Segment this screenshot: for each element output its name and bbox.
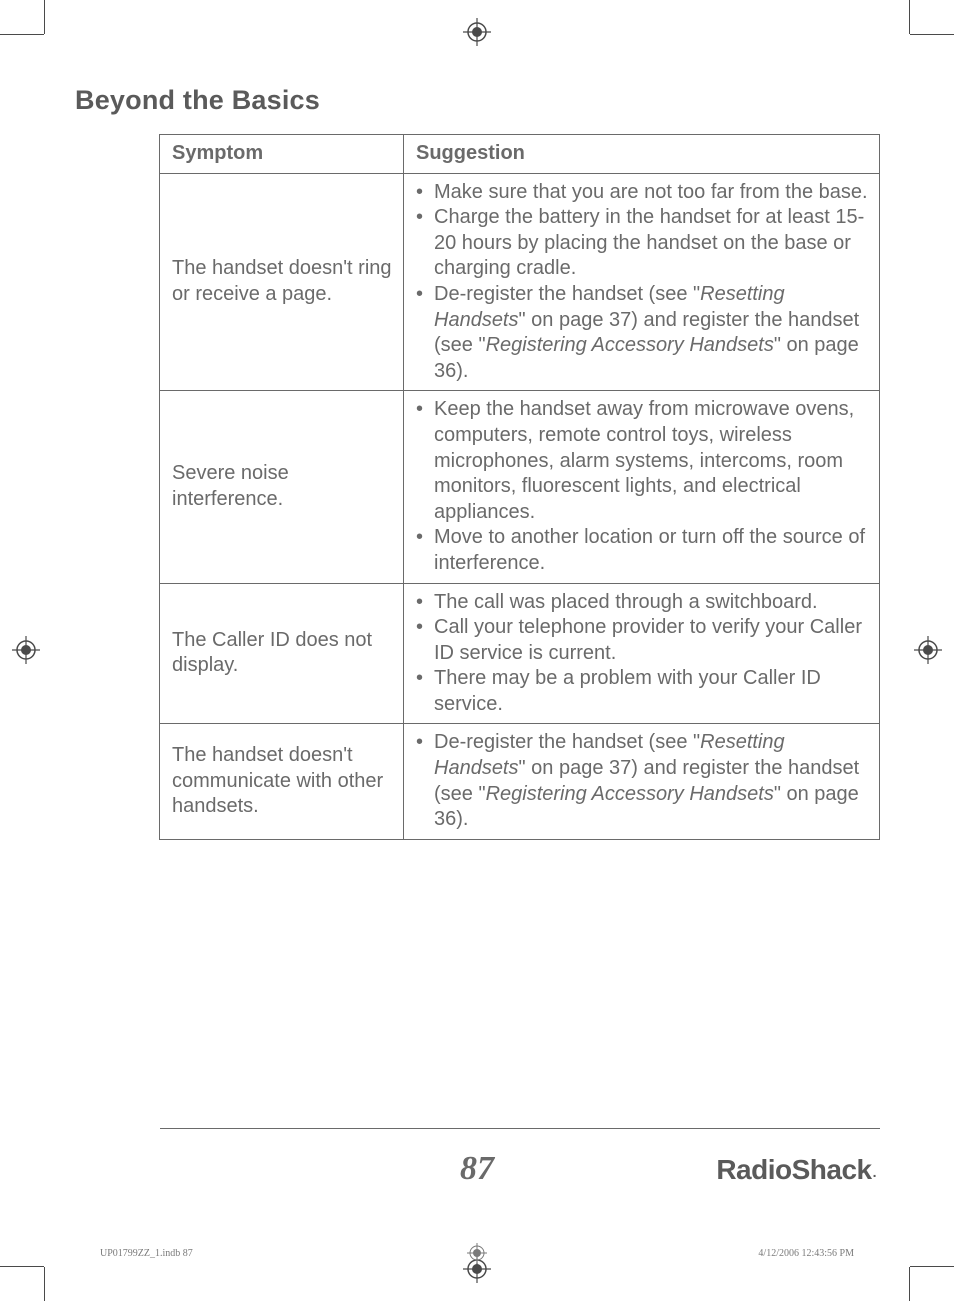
crop-mark — [910, 34, 954, 35]
crop-mark — [44, 1267, 45, 1301]
suggestion-item: The call was placed through a switchboar… — [416, 590, 869, 616]
suggestion-item: De-register the handset (see "Resetting … — [416, 282, 869, 384]
crop-mark — [909, 0, 910, 34]
suggestion-item: Move to another location or turn off the… — [416, 525, 869, 576]
suggestion-item: There may be a problem with your Caller … — [416, 666, 869, 717]
table-header-row: Symptom Suggestion — [160, 135, 880, 174]
crop-mark — [909, 1267, 910, 1301]
page-content: Beyond the Basics Symptom Suggestion The… — [75, 85, 879, 840]
header-symptom: Symptom — [160, 135, 404, 174]
table-row: Severe noise interference.Keep the hands… — [160, 391, 880, 583]
footer-rule — [160, 1128, 880, 1129]
suggestion-item: Keep the handset away from microwave ove… — [416, 397, 869, 525]
suggestion-cell: The call was placed through a switchboar… — [404, 583, 880, 724]
slug-left: UP01799ZZ_1.indb 87 — [100, 1248, 193, 1259]
crop-mark — [0, 34, 44, 35]
troubleshooting-table: Symptom Suggestion The handset doesn't r… — [159, 134, 880, 840]
suggestion-item: De-register the handset (see "Resetting … — [416, 730, 869, 832]
table-row: The Caller ID does not display. The call … — [160, 583, 880, 724]
crop-mark — [0, 1266, 44, 1267]
suggestion-cell: Keep the handset away from microwave ove… — [404, 391, 880, 583]
brand-logo: RadioShack. — [716, 1154, 876, 1186]
crop-mark — [910, 1266, 954, 1267]
section-title: Beyond the Basics — [75, 85, 879, 116]
suggestion-cell: De-register the handset (see "Resetting … — [404, 724, 880, 839]
suggestion-item: Charge the battery in the handset for at… — [416, 205, 869, 282]
table-row: The handset doesn't ring or receive a pa… — [160, 173, 880, 391]
suggestion-item: Call your telephone provider to verify y… — [416, 615, 869, 666]
registration-mark-icon — [12, 636, 40, 664]
registration-mark-icon — [463, 18, 491, 46]
symptom-cell: The handset doesn't ring or receive a pa… — [160, 173, 404, 391]
crop-mark — [44, 0, 45, 34]
suggestion-cell: Make sure that you are not too far from … — [404, 173, 880, 391]
suggestion-item: Make sure that you are not too far from … — [416, 180, 869, 206]
symptom-cell: The handset doesn't communicate with oth… — [160, 724, 404, 839]
registration-mark-icon — [467, 1243, 487, 1263]
table-row: The handset doesn't communicate with oth… — [160, 724, 880, 839]
symptom-cell: The Caller ID does not display. — [160, 583, 404, 724]
header-suggestion: Suggestion — [404, 135, 880, 174]
slug-right: 4/12/2006 12:43:56 PM — [758, 1248, 854, 1259]
symptom-cell: Severe noise interference. — [160, 391, 404, 583]
registration-mark-icon — [914, 636, 942, 664]
